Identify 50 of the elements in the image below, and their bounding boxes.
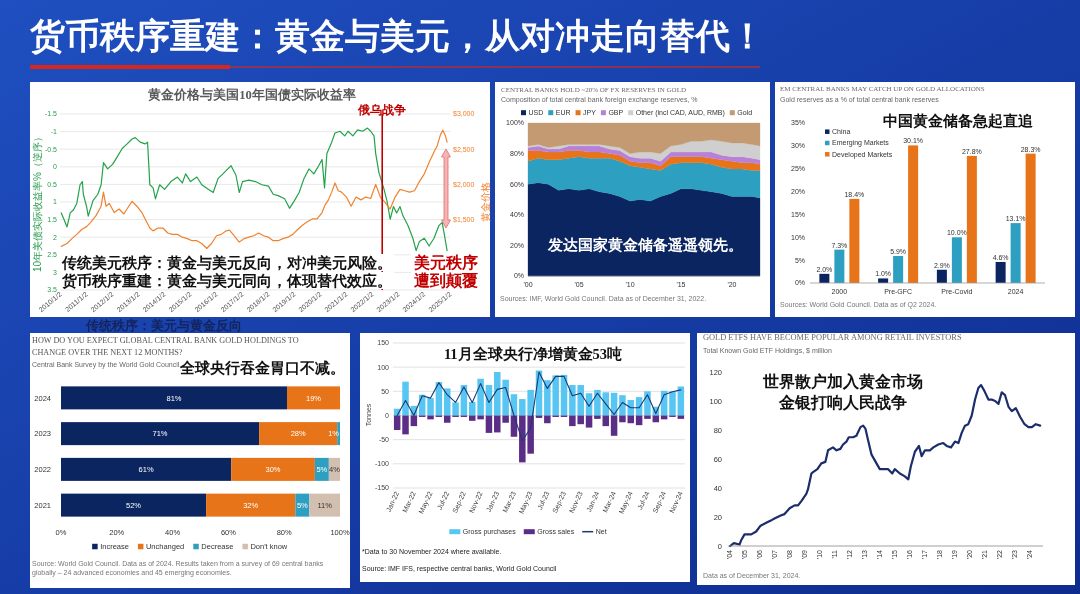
bar xyxy=(286,386,340,410)
bar xyxy=(61,457,232,481)
line-series xyxy=(396,371,682,442)
bar xyxy=(619,395,626,416)
bar xyxy=(61,493,207,517)
text: 传统秩序：美元与黄金反向 xyxy=(85,318,242,333)
bar xyxy=(644,415,651,419)
chart-title: 11月全球央行净增黄金53吨 xyxy=(443,346,623,362)
bar xyxy=(206,493,296,517)
annotation: 中国黄金储备急起直追 xyxy=(883,113,1034,129)
annotation: 金银打响人民战争 xyxy=(778,394,907,411)
bar xyxy=(485,415,493,433)
bar xyxy=(402,415,409,435)
ref-line-label: 俄乌战争 xyxy=(357,103,407,117)
bar xyxy=(1025,153,1036,283)
y2-axis-title: 黄金价格 xyxy=(480,182,491,222)
bar xyxy=(610,415,618,436)
bar xyxy=(337,422,340,446)
bar xyxy=(669,391,676,416)
annotation: 货币秩序重建：黄金与美元同向，体现替代效应。 xyxy=(61,272,392,289)
bar xyxy=(849,198,860,283)
bar xyxy=(231,457,315,481)
bar xyxy=(995,261,1006,283)
bar xyxy=(259,422,338,446)
bar xyxy=(61,386,287,410)
bar xyxy=(61,422,260,446)
bar xyxy=(619,415,626,423)
y-axis-title: 10年美债实际收益率%（逆序） xyxy=(32,131,43,273)
chart-title: 黄金价格与美国10年国债实际收益率 xyxy=(147,87,356,102)
annotation: 美元秩序遭到颠覆 xyxy=(413,253,478,289)
bar xyxy=(1010,223,1021,283)
bar xyxy=(585,415,593,428)
text: 货币秩序重建：黄金与美元，从对冲走向替代！ xyxy=(29,17,765,56)
bar xyxy=(908,145,919,283)
chart-title: GOLD ETFS HAVE BECOME POPULAR AMONG RETAIL INVESTORS xyxy=(703,333,962,342)
bar xyxy=(951,237,962,283)
bar xyxy=(402,381,409,416)
bar xyxy=(936,269,947,283)
bar xyxy=(893,256,904,283)
bar xyxy=(966,155,977,283)
chart-title: HOW DO YOU EXPECT GLOBAL CENTRAL BANK GOLD HOLDINGS TO CHANGE OVER THE NEXT 12 MONTHS? xyxy=(32,336,299,357)
annotation: 发达国家黄金储备遥遥领先。 xyxy=(546,236,743,253)
bar xyxy=(452,402,459,416)
bar xyxy=(427,398,434,416)
text: 全球央行吞金胃口不减。 xyxy=(178,360,345,376)
annotation: 传统美元秩序：黄金与美元反向，对冲美元风险。 xyxy=(61,254,392,271)
bar xyxy=(677,386,685,416)
bar xyxy=(834,249,845,283)
bar xyxy=(309,493,340,517)
annotation: 世界散户加入黄金市场 xyxy=(762,373,923,390)
